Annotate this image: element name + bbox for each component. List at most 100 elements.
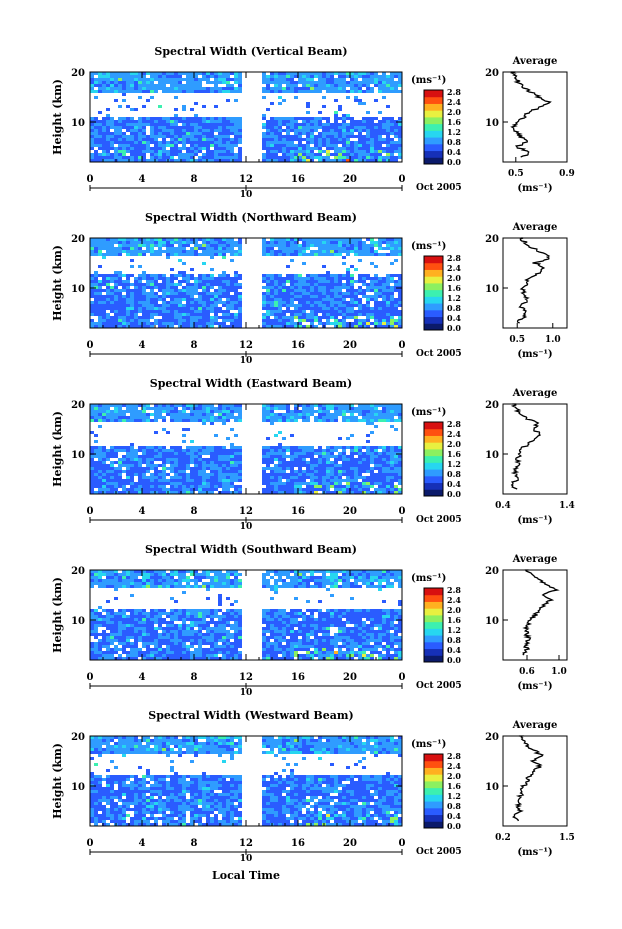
- heatmap-cell: [334, 322, 338, 325]
- heatmap-cell: [366, 159, 370, 162]
- heatmap-cell: [386, 156, 390, 159]
- heatmap-cell: [334, 455, 338, 458]
- heatmap-cell: [178, 476, 182, 479]
- heatmap-cell: [350, 87, 354, 90]
- heatmap-cell: [346, 488, 350, 491]
- heatmap-cell: [330, 482, 334, 485]
- heatmap-cell: [362, 322, 366, 325]
- heatmap-cell: [362, 280, 366, 283]
- heatmap-cell: [90, 129, 94, 132]
- heatmap-cell: [330, 78, 334, 81]
- heatmap-cell: [302, 75, 306, 78]
- heatmap-cell: [94, 117, 98, 120]
- heatmap-cell: [370, 404, 374, 407]
- heatmap-cell: [122, 78, 126, 81]
- heatmap-cell: [186, 250, 190, 253]
- heatmap-cell: [162, 304, 166, 307]
- heatmap-cell: [278, 84, 282, 87]
- x-tick-label: 4: [139, 174, 146, 185]
- heatmap-cell: [202, 452, 206, 455]
- heatmap-cell: [190, 283, 194, 286]
- heatmap-cell: [106, 485, 110, 488]
- heatmap-cell: [222, 449, 226, 452]
- heatmap-cell: [114, 132, 118, 135]
- heatmap-cell: [94, 277, 98, 280]
- heatmap-cell: [342, 473, 346, 476]
- heatmap-cell: [366, 238, 370, 241]
- heatmap-cell: [354, 250, 358, 253]
- heatmap-cell: [310, 78, 314, 81]
- heatmap-cell: [142, 461, 146, 464]
- heatmap-cell: [270, 90, 274, 93]
- heatmap-cell: [342, 159, 346, 162]
- heatmap-cell: [274, 87, 278, 90]
- heatmap-cell: [218, 467, 222, 470]
- heatmap-cell: [306, 247, 310, 250]
- heatmap-cell: [286, 241, 290, 244]
- heatmap-cell: [238, 470, 242, 473]
- heatmap-cell: [98, 147, 102, 150]
- heatmap-cell: [390, 262, 394, 265]
- heatmap-cell: [174, 322, 178, 325]
- heatmap-cell: [170, 244, 174, 247]
- heatmap-cell: [306, 105, 310, 108]
- heatmap-cell: [274, 479, 278, 482]
- heatmap-cell: [222, 75, 226, 78]
- heatmap-cell: [142, 455, 146, 458]
- heatmap-cell: [386, 322, 390, 325]
- heatmap-cell: [194, 304, 198, 307]
- heatmap-cell: [362, 117, 366, 120]
- heatmap-cell: [306, 488, 310, 491]
- heatmap-cell: [294, 159, 298, 162]
- heatmap-cell: [170, 452, 174, 455]
- heatmap-cell: [162, 147, 166, 150]
- heatmap-cell: [302, 446, 306, 449]
- heatmap-cell: [174, 144, 178, 147]
- heatmap-cell: [146, 301, 150, 304]
- heatmap-cell: [370, 123, 374, 126]
- heatmap-cell: [274, 253, 278, 256]
- heatmap-cell: [134, 247, 138, 250]
- colorbar-unit: (ms⁻¹): [411, 407, 446, 418]
- x-tick-label: 8: [191, 340, 198, 351]
- heatmap-cell: [366, 419, 370, 422]
- heatmap-cell: [294, 470, 298, 473]
- heatmap-cell: [130, 283, 134, 286]
- heatmap-cell: [314, 452, 318, 455]
- heatmap-cell: [282, 322, 286, 325]
- heatmap-cell: [286, 286, 290, 289]
- heatmap-cell: [186, 458, 190, 461]
- heatmap-cell: [218, 87, 222, 90]
- heatmap-cell: [126, 319, 130, 322]
- heatmap-cell: [382, 81, 386, 84]
- heatmap-cell: [338, 105, 342, 108]
- heatmap-cell: [182, 434, 186, 437]
- heatmap-cell: [90, 458, 94, 461]
- heatmap-cell: [298, 295, 302, 298]
- colorbar-tick-label: 1.6: [447, 449, 461, 459]
- heatmap-cell: [334, 413, 338, 416]
- heatmap-cell: [174, 413, 178, 416]
- heatmap-cell: [262, 482, 266, 485]
- heatmap-cell: [302, 147, 306, 150]
- heatmap-cell: [298, 150, 302, 153]
- heatmap-cell: [318, 253, 322, 256]
- heatmap-cell: [350, 473, 354, 476]
- heatmap-cell: [94, 485, 98, 488]
- heatmap-cell: [126, 295, 130, 298]
- heatmap-cell: [214, 310, 218, 313]
- heatmap-cell: [334, 461, 338, 464]
- heatmap-cell: [166, 292, 170, 295]
- heatmap-cell: [378, 132, 382, 135]
- heatmap-cell: [146, 117, 150, 120]
- heatmap-cell: [394, 150, 398, 153]
- heatmap-cell: [338, 274, 342, 277]
- heatmap-cell: [154, 78, 158, 81]
- heatmap-cell: [310, 446, 314, 449]
- heatmap-cell: [390, 289, 394, 292]
- heatmap-cell: [222, 241, 226, 244]
- heatmap-cell: [346, 476, 350, 479]
- heatmap-cell: [118, 476, 122, 479]
- heatmap-cell: [382, 491, 386, 494]
- heatmap-cell: [374, 455, 378, 458]
